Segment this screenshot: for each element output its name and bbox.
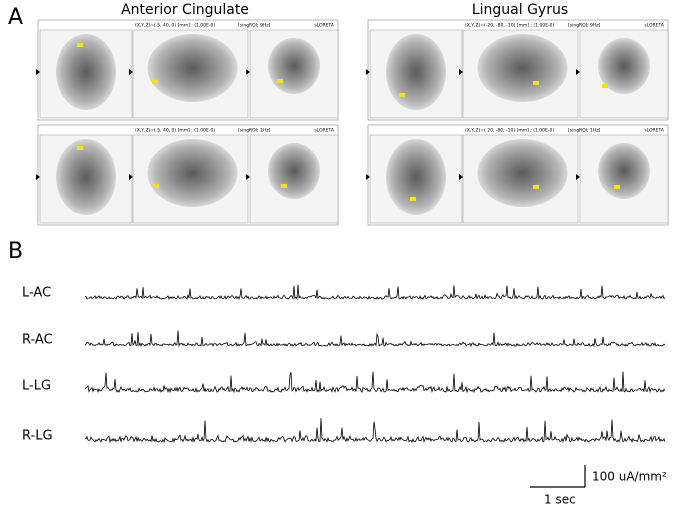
- scale-amplitude: 100 uA/mm²: [592, 470, 667, 484]
- panel-logo: sLORETA: [314, 23, 335, 29]
- activation-blob: [602, 84, 608, 88]
- panel-label: B: [8, 239, 23, 264]
- trace-label: L-AC: [22, 286, 51, 301]
- orientation-marker: [576, 69, 580, 75]
- scale-time: 1 sec: [544, 493, 576, 507]
- orientation-marker: [246, 69, 250, 75]
- orientation-marker: [129, 174, 133, 180]
- activation-blob: [77, 146, 83, 150]
- panel-logo: sLORETA: [644, 128, 665, 134]
- panel-roi: [singROI; 9Hz]: [238, 23, 271, 29]
- coronal-slice: [598, 143, 650, 199]
- activation-blob: [614, 185, 620, 189]
- activation-blob: [77, 43, 83, 47]
- activation-blob: [277, 79, 283, 83]
- orientation-marker: [36, 69, 40, 75]
- panel-roi: [singROI; 1Hz]: [238, 128, 271, 134]
- orientation-marker: [246, 174, 250, 180]
- trace-label: R-LG: [22, 429, 53, 444]
- eeg-trace: [84, 371, 666, 394]
- orientation-marker: [576, 174, 580, 180]
- axial-slice: [386, 34, 446, 110]
- sagittal-slice: [147, 139, 238, 207]
- panel-roi: [singROI; 9Hz]: [568, 23, 601, 29]
- orientation-marker: [129, 69, 133, 75]
- orientation-marker: [459, 174, 463, 180]
- sagittal-slice: [477, 139, 568, 207]
- orientation-marker: [36, 174, 40, 180]
- activation-blob: [152, 80, 158, 84]
- axial-slice: [386, 139, 446, 215]
- activation-blob: [281, 184, 287, 188]
- activation-blob: [410, 197, 416, 201]
- group-title: Lingual Gyrus: [472, 2, 568, 18]
- panel-header: (X,Y,Z)=( 20, -80, -10) [mm] ; (1.00E-0): [465, 128, 554, 134]
- panel-logo: sLORETA: [644, 23, 665, 29]
- group-title: Anterior Cingulate: [121, 2, 249, 18]
- activation-blob: [153, 184, 159, 188]
- coronal-slice: [268, 38, 320, 94]
- orientation-marker: [366, 69, 370, 75]
- axial-slice: [56, 139, 116, 215]
- panel-header: (X,Y,Z)=( 5, 40, 0) [mm] ; (1.00E-0): [135, 128, 215, 134]
- eeg-trace: [84, 330, 666, 348]
- panel-header: (X,Y,Z)=(-20, -80, -10) [mm] ; (1.00E-0): [465, 23, 555, 29]
- orientation-marker: [459, 69, 463, 75]
- panel-logo: sLORETA: [314, 128, 335, 134]
- activation-blob: [533, 81, 539, 85]
- coronal-slice: [268, 143, 320, 199]
- eeg-trace: [84, 418, 666, 444]
- coronal-slice: [598, 38, 650, 94]
- trace-label: L-LG: [22, 379, 51, 394]
- activation-blob: [533, 185, 539, 189]
- sagittal-slice: [477, 34, 568, 102]
- panel-header: (X,Y,Z)=( 5, 40, 0) [mm] ; (1.00E-0): [135, 23, 215, 29]
- trace-label: R-AC: [22, 333, 53, 348]
- panel-roi: [singROI; 1Hz]: [568, 128, 601, 134]
- activation-blob: [399, 93, 405, 97]
- axial-slice: [56, 34, 116, 110]
- eeg-trace: [84, 284, 666, 301]
- panel-label: A: [8, 5, 23, 30]
- orientation-marker: [366, 174, 370, 180]
- sagittal-slice: [147, 34, 238, 102]
